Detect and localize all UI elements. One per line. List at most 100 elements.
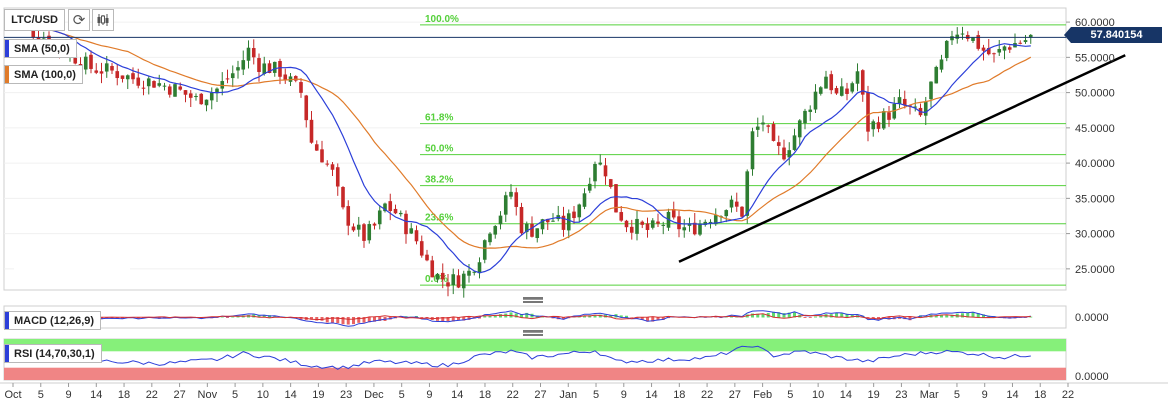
x-tick-label: 9: [426, 389, 432, 401]
candle-body: [178, 86, 183, 90]
macd-histogram-bar: [898, 317, 901, 319]
candle-body: [383, 203, 387, 212]
macd-histogram-bar: [115, 317, 119, 319]
macd-histogram-bar: [310, 317, 313, 320]
candle-body: [656, 221, 660, 224]
candle-body: [881, 111, 886, 129]
candle-body: [125, 75, 130, 80]
candle-body: [829, 74, 834, 91]
macd-histogram-bar: [877, 317, 880, 319]
candle-body: [913, 106, 918, 108]
candle-body: [425, 254, 429, 261]
x-tick-label: Oct: [4, 389, 21, 401]
macd-histogram-bar: [971, 312, 975, 318]
rsi-line: [6, 345, 1031, 370]
candle-body: [503, 195, 508, 215]
macd-histogram-bar: [787, 312, 791, 318]
candle-body: [524, 223, 529, 233]
candle-body: [104, 63, 109, 72]
candle-body: [540, 219, 545, 230]
candle-body: [929, 81, 933, 100]
macd-histogram-bar: [835, 312, 838, 318]
candle-body: [215, 88, 219, 94]
macd-histogram-bar: [499, 314, 502, 318]
x-tick-label: 19: [312, 389, 324, 401]
candle-body: [713, 215, 718, 225]
rsi-legend[interactable]: RSI (14,70,30,1): [4, 344, 102, 363]
candle-body: [572, 211, 576, 219]
candle-body: [309, 119, 314, 143]
candle-body: [325, 163, 330, 165]
chart-grid: [3, 7, 1067, 291]
x-tick-label: 9: [621, 389, 627, 401]
x-tick-label: 22: [1062, 389, 1074, 401]
macd-legend[interactable]: MACD (12,26,9): [4, 311, 102, 330]
x-tick-label: Dec: [364, 389, 384, 401]
macd-histogram-bar: [451, 317, 455, 322]
candle-body: [220, 81, 225, 89]
macd-histogram-bar: [646, 317, 649, 322]
candle-body: [446, 282, 450, 287]
chart-type-button[interactable]: [92, 9, 114, 31]
macd-histogram-bar: [299, 317, 303, 320]
candle-body: [724, 210, 729, 217]
macd-histogram-bar: [341, 317, 345, 325]
candle-body: [152, 81, 156, 88]
macd-color-bar: [5, 312, 9, 329]
candle-body: [698, 223, 702, 235]
current-price-value: 57.840154: [1090, 29, 1143, 41]
sma50-label: SMA (50,0): [14, 42, 70, 55]
x-tick-label: 14: [840, 389, 852, 401]
macd-histogram-bar: [814, 316, 817, 318]
candle-body: [813, 91, 818, 110]
candle-body: [99, 71, 104, 74]
macd-histogram-bar: [966, 312, 970, 318]
candle-body: [734, 201, 739, 207]
macd-histogram-bar: [352, 317, 355, 325]
x-tick-label: 27: [534, 389, 546, 401]
sma50-legend[interactable]: SMA (50,0): [4, 39, 77, 58]
candle-body: [519, 206, 524, 234]
candle-body: [472, 271, 477, 273]
candle-body: [477, 262, 482, 274]
candle-body: [120, 75, 125, 79]
symbol-label: LTC/USD: [11, 14, 58, 26]
macd-histogram-bar: [772, 311, 775, 318]
fib-label: 50.0%: [425, 144, 453, 155]
macd-histogram-bar: [982, 314, 985, 318]
x-tick-label: Feb: [753, 389, 772, 401]
candle-body: [493, 226, 498, 235]
x-tick-label: 5: [232, 389, 238, 401]
candle-body: [89, 54, 93, 69]
candle-body: [367, 224, 372, 241]
candle-body: [199, 93, 204, 105]
candle-body: [703, 221, 708, 225]
macd-histogram-bar: [1029, 316, 1033, 318]
macd-resize-handle[interactable]: [523, 297, 543, 303]
macd-histogram-bar: [446, 317, 450, 322]
candle-body: [635, 218, 639, 234]
candle-body: [902, 98, 907, 106]
x-tick-label: 5: [399, 389, 405, 401]
candle-body: [871, 121, 876, 130]
macd-histogram-bar: [378, 317, 382, 321]
candle-body: [1002, 46, 1007, 51]
rsi-resize-handle[interactable]: [523, 330, 543, 336]
candle-body: [257, 58, 261, 72]
candle-body: [136, 77, 141, 86]
macd-histogram-bar: [656, 317, 660, 321]
candle-body: [183, 90, 188, 95]
symbol-button[interactable]: LTC/USD: [4, 9, 65, 31]
candle-body: [162, 85, 167, 87]
candle-body: [729, 199, 734, 208]
sma100-legend[interactable]: SMA (100,0): [4, 65, 83, 84]
x-tick-label: 5: [787, 389, 793, 401]
macd-histogram-bar: [950, 314, 954, 318]
candle-body: [771, 124, 776, 141]
macd-histogram-bar: [262, 315, 266, 318]
candle-body: [451, 274, 456, 286]
candle-body: [498, 215, 503, 225]
candle-body: [1018, 42, 1023, 44]
x-tick-label: 10: [812, 389, 824, 401]
refresh-button[interactable]: ⟳: [68, 9, 90, 31]
